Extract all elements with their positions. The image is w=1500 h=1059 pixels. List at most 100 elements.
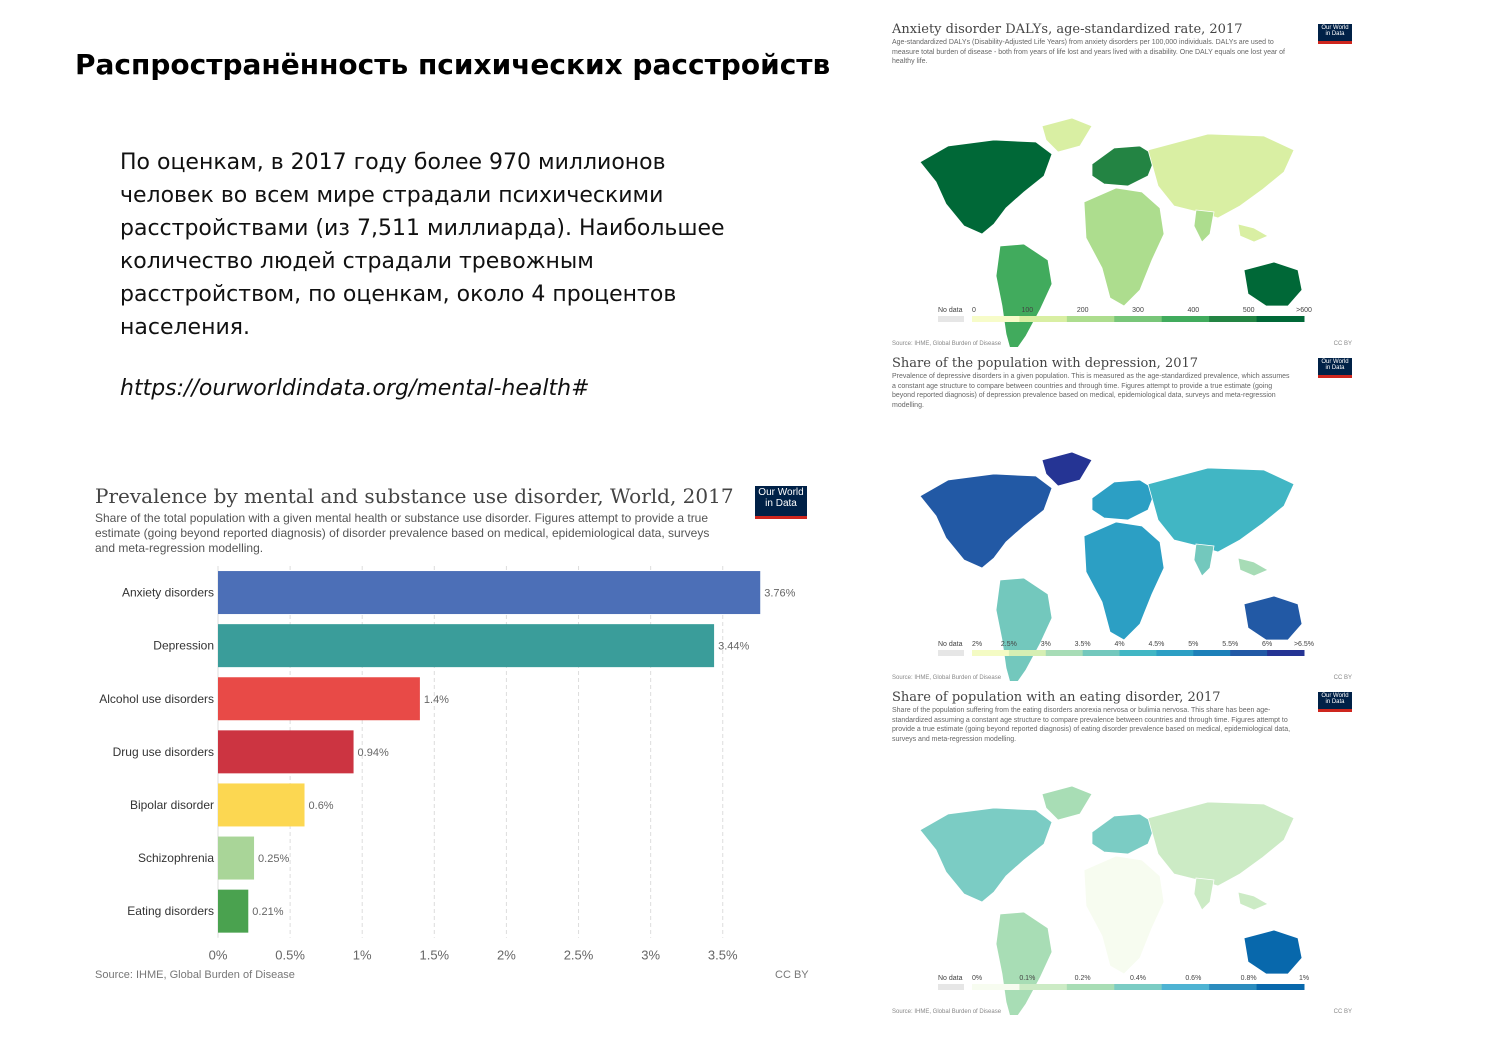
legend-nodata-swatch (938, 984, 964, 990)
value-label-bipolar-disorder: 0.6% (309, 800, 334, 812)
map-region-australia (1243, 595, 1303, 641)
map-anxiety-source: Source: IHME, Global Burden of Disease (892, 341, 1002, 347)
map-eating-countries (919, 785, 1303, 1015)
map-eating-title: Share of population with an eating disor… (892, 690, 1221, 705)
map-region-namerica (919, 473, 1053, 569)
owid-logo: Our World in Data (1318, 24, 1352, 44)
map-eating-subtitle: Share of the population suffering from t… (892, 707, 1291, 743)
legend-swatch-1 (1008, 650, 1047, 656)
bar-anxiety-disorders (218, 571, 761, 615)
bar-alcohol-use-disorders (218, 677, 420, 721)
category-label-anxiety-disorders: Anxiety disorders (122, 586, 214, 600)
legend-swatch-5 (1209, 316, 1258, 322)
legend-swatch-2 (1066, 984, 1115, 990)
map-region-seasia (1237, 557, 1269, 577)
slide-title: Распространённость психических расстройс… (75, 48, 831, 81)
legend-tick-6: 1% (1299, 975, 1309, 982)
map-depression-source: Source: IHME, Global Burden of Disease (892, 675, 1002, 681)
map-anxiety-title: Anxiety disorder DALYs, age-standardized… (892, 22, 1243, 37)
x-tick-label-2: 1% (353, 948, 372, 963)
legend-tick-2: 0.2% (1075, 975, 1091, 982)
legend-tick-6: >600 (1296, 307, 1312, 314)
intro-paragraph: По оценкам, в 2017 году более 970 миллио… (120, 150, 725, 340)
bar-depression (218, 624, 715, 668)
bar-chart-title: Prevalence by mental and substance use d… (95, 484, 734, 508)
map-panel-eating: No data 0% 0.1% 0.2% 0.4% 0.6% 0.8% 1% Share of… (892, 690, 1354, 1015)
map-region-samerica (995, 911, 1053, 1015)
bar-bipolar-disorder (218, 783, 305, 827)
legend-swatch-6 (1193, 650, 1231, 656)
legend-swatch-5 (1156, 650, 1194, 656)
map-region-greenland (1041, 451, 1093, 487)
category-label-alcohol-use-disorders: Alcohol use disorders (99, 692, 214, 706)
map-region-india (1193, 209, 1215, 243)
source-link[interactable]: https://ourworldindata.org/mental-health… (120, 376, 590, 401)
legend-tick-6: 5% (1188, 641, 1198, 648)
map-region-africa (1083, 521, 1165, 641)
map-region-seasia (1237, 223, 1269, 243)
legend-swatch-5 (1209, 984, 1258, 990)
legend-tick-2: 3% (1041, 641, 1051, 648)
legend-tick-1: 0.1% (1019, 975, 1035, 982)
map-region-seasia (1237, 891, 1269, 911)
legend-tick-0: 0% (972, 975, 982, 982)
legend-tick-3: 0.4% (1130, 975, 1146, 982)
legend-swatch-4 (1119, 650, 1157, 656)
legend-tick-3: 300 (1132, 307, 1144, 314)
legend-nodata-swatch (938, 650, 964, 656)
map-eating-source: Source: IHME, Global Burden of Disease (892, 1009, 1002, 1015)
map-region-australia (1243, 261, 1303, 307)
category-label-bipolar-disorder: Bipolar disorder (130, 798, 214, 812)
legend-tick-0: 2% (972, 641, 982, 648)
x-tick-label-6: 3% (641, 948, 660, 963)
legend-tick-1: 2.5% (1001, 641, 1017, 648)
legend-nodata-label: No data (938, 641, 963, 648)
owid-logo: Our World in Data (1318, 692, 1352, 712)
owid-logo: Our World in Data (755, 486, 807, 519)
bar-drug-use-disorders (218, 730, 354, 774)
map-eating-license: CC BY (1333, 1009, 1352, 1015)
map-anxiety-countries (919, 117, 1303, 347)
value-label-drug-use-disorders: 0.94% (358, 747, 389, 759)
bar-chart-card: 0% 0.5% 1% 1.5% 2% 2.5% 3% 3.5% Anxiety disorder… (95, 482, 815, 1002)
legend-tick-5: 500 (1243, 307, 1255, 314)
legend-nodata-label: No data (938, 307, 963, 314)
value-label-schizophrenia: 0.25% (258, 853, 289, 865)
owid-logo: Our World in Data (1318, 358, 1352, 378)
bar-chart-subtitle: Share of the total population with a giv… (95, 511, 710, 555)
map-depression-subtitle: Prevalence of depressive disorders in a … (892, 373, 1290, 409)
map-region-asia (1147, 801, 1295, 887)
x-tick-label-3: 1.5% (419, 948, 449, 963)
map-region-india (1193, 877, 1215, 911)
map-region-namerica (919, 807, 1053, 903)
legend-swatch-1 (1019, 984, 1068, 990)
value-label-depression: 3.44% (718, 641, 749, 653)
legend-tick-5: 4.5% (1148, 641, 1164, 648)
map-region-samerica (995, 577, 1053, 681)
bar-eating-disorders (218, 889, 249, 933)
legend-tick-7: 5.5% (1222, 641, 1238, 648)
map-region-europe (1091, 145, 1157, 187)
legend-swatch-4 (1161, 316, 1210, 322)
legend-tick-8: 6% (1262, 641, 1272, 648)
legend-swatch-3 (1114, 316, 1163, 322)
legend-tick-4: 4% (1114, 641, 1124, 648)
map-region-asia (1147, 133, 1295, 219)
x-tick-label-1: 0.5% (275, 948, 305, 963)
legend-swatch-0 (972, 650, 1010, 656)
legend-tick-4: 400 (1187, 307, 1199, 314)
map-region-asia (1147, 467, 1295, 553)
map-anxiety-license: CC BY (1333, 341, 1352, 347)
map-depression-title: Share of the population with depression,… (892, 356, 1199, 371)
map-depression-license: CC BY (1333, 675, 1352, 681)
map-region-africa (1083, 855, 1165, 975)
legend-tick-4: 0.6% (1185, 975, 1201, 982)
category-label-depression: Depression (153, 639, 214, 653)
x-tick-label-0: 0% (209, 948, 228, 963)
legend-tick-0: 0 (972, 307, 976, 314)
category-label-eating-disorders: Eating disorders (127, 904, 214, 918)
legend-tick-9: >6.5% (1294, 641, 1314, 648)
legend-swatch-1 (1019, 316, 1068, 322)
category-label-drug-use-disorders: Drug use disorders (113, 745, 214, 759)
map-depression-svg: No data 2% 2.5% 3% 3.5% 4% 4.5% 5% 5.5% 6% >6.5% (919, 451, 1314, 681)
